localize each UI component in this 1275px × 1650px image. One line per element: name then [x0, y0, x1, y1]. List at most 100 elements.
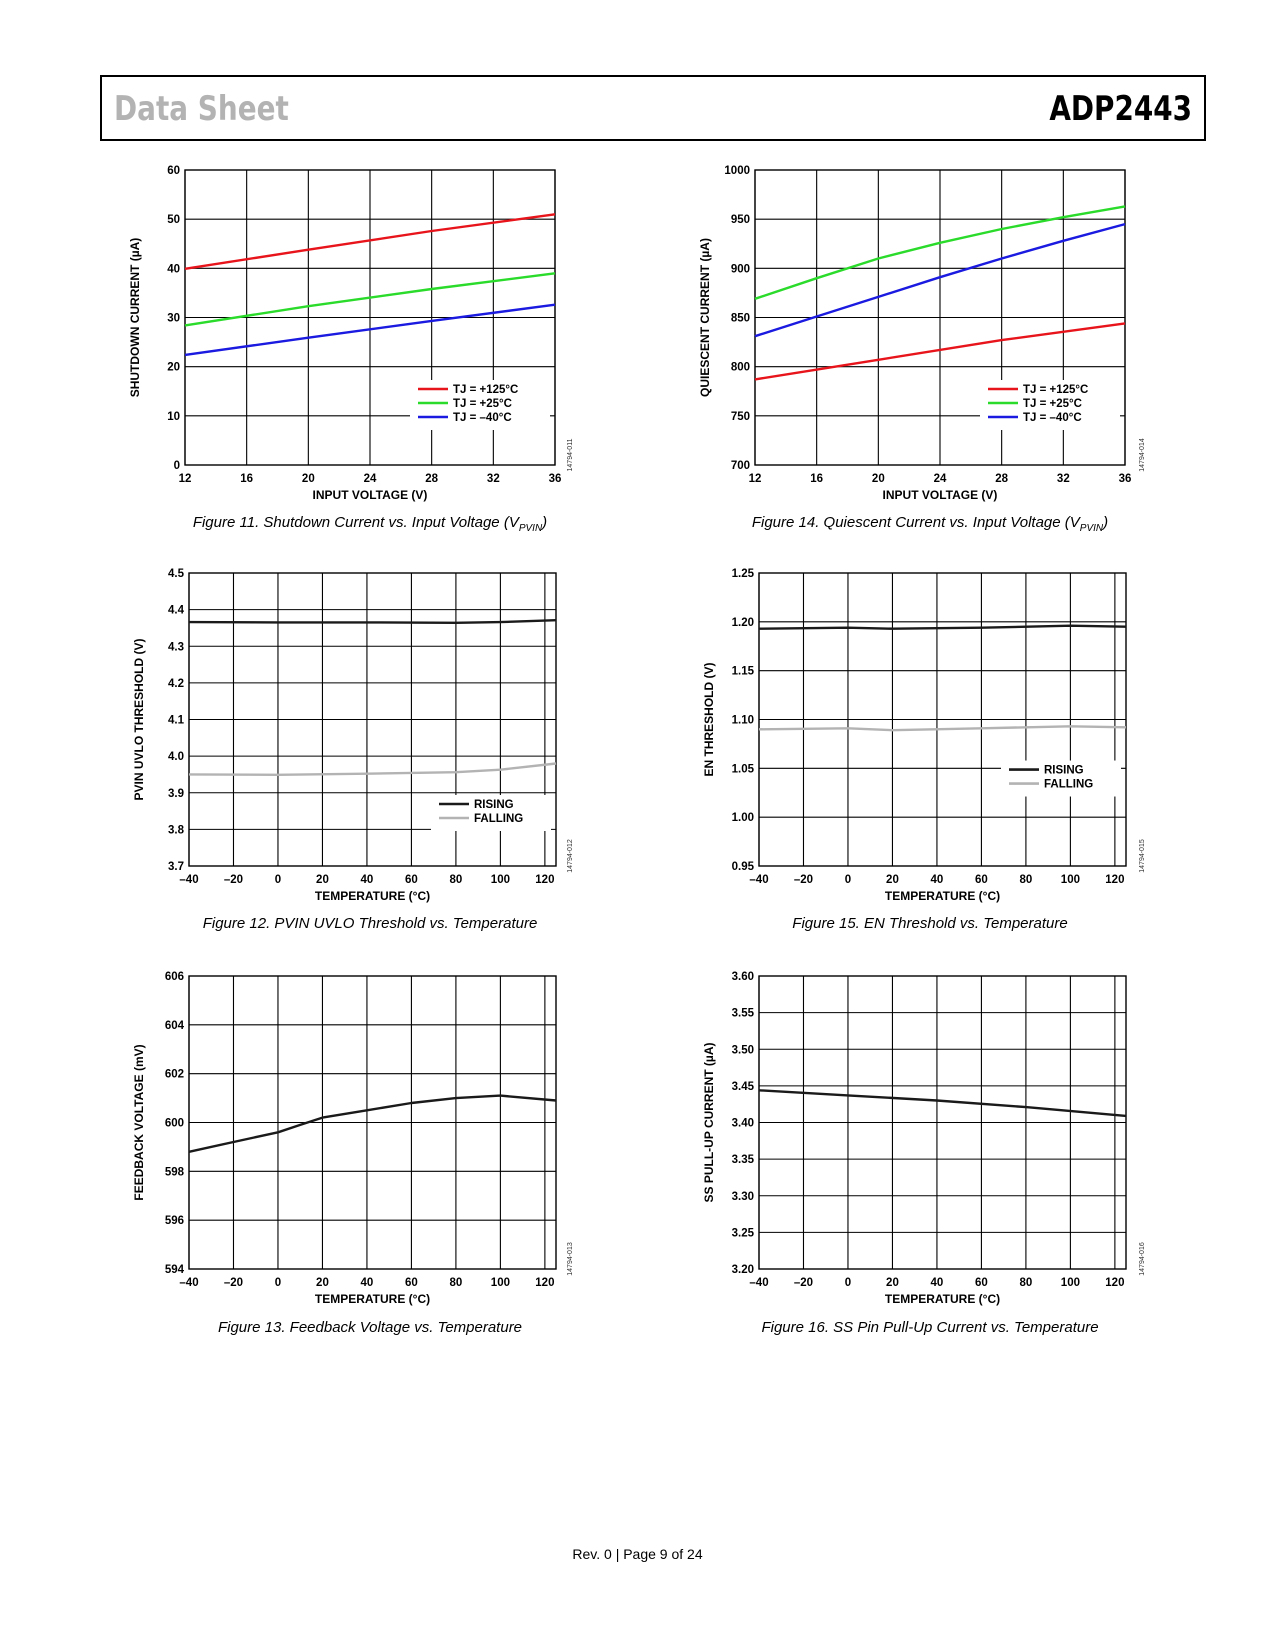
- legend-label: TJ = +125°C: [453, 384, 518, 396]
- y-tick-label: 600: [165, 1118, 184, 1130]
- caption-end: ): [542, 514, 548, 531]
- y-tick-label: 3.25: [732, 1227, 755, 1239]
- y-tick-label: 60: [167, 165, 180, 177]
- legend-label: TJ = –40°C: [1023, 412, 1082, 424]
- x-tick-label: 16: [810, 473, 823, 485]
- x-tick-label: 100: [491, 874, 510, 886]
- fig14-svg: 12 16 20 24 28 32 36 700 750 800 850 900 950 1000 INPU…: [698, 165, 1146, 502]
- x-tick-label: –20: [224, 1277, 243, 1289]
- x-tick-label: 60: [405, 1277, 418, 1289]
- x-tick-label: 40: [931, 1277, 944, 1289]
- legend-label: RISING: [474, 799, 514, 811]
- legend-label: TJ = +125°C: [1023, 384, 1088, 396]
- plot-frame: [188, 572, 557, 867]
- y-tick-label: 3.35: [732, 1154, 755, 1166]
- x-tick-label: 20: [886, 874, 899, 886]
- y-tick-label: 1000: [724, 165, 750, 177]
- fig12-svg: –40 –20 0 20 40 60 80 100 120 3.7 3.8 3.9 4.0 4.1 4.2 4…: [132, 568, 574, 903]
- fig13-chart: –40 –20 0 20 40 60 80 100 120 594 596 598 600 602 604 6…: [119, 966, 596, 1314]
- fig13-caption: Figure 13. Feedback Voltage vs. Temperat…: [110, 1319, 630, 1336]
- figure-code: 14794-016: [1139, 1242, 1146, 1276]
- x-tick-label: 40: [931, 874, 944, 886]
- x-tick-label: –40: [749, 874, 768, 886]
- series-group: [184, 213, 556, 357]
- x-tick-label: 36: [549, 473, 562, 485]
- fig14-chart: 12 16 20 24 28 32 36 700 750 800 850 900 950 1000 INPU…: [685, 160, 1165, 510]
- fig11-svg: 12 16 20 24 28 32 36 0 10 20 30 40 50 60 INPUT VOLTAGE…: [128, 165, 574, 502]
- plot-frame: [184, 169, 556, 466]
- y-tick-label: 3.20: [732, 1264, 754, 1276]
- x-tick-label: 80: [450, 1277, 463, 1289]
- y-tick-label: 3.50: [732, 1044, 754, 1056]
- y-tick-label: 606: [165, 971, 184, 983]
- fig12-caption: Figure 12. PVIN UVLO Threshold vs. Tempe…: [110, 915, 630, 932]
- legend-label: FALLING: [1044, 779, 1093, 791]
- legend-label: TJ = –40°C: [453, 412, 512, 424]
- x-tick-label: 0: [845, 1277, 851, 1289]
- y-tick-label: 596: [165, 1215, 184, 1227]
- x-tick-label: 32: [487, 473, 500, 485]
- x-tick-label: 80: [1020, 874, 1033, 886]
- x-tick-label: 120: [1105, 1277, 1124, 1289]
- y-tick-label: 850: [731, 313, 750, 325]
- y-tick-label: 1.15: [732, 666, 755, 678]
- fig15-svg: –40 –20 0 20 40 60 80 100 120 0.95 1.00 1.05 1.10 1.1…: [702, 568, 1146, 903]
- x-tick-label: 80: [1020, 1277, 1033, 1289]
- x-tick-label: 40: [361, 874, 374, 886]
- x-tick-label: 28: [995, 473, 1008, 485]
- x-tick-label: 20: [872, 473, 885, 485]
- caption-text: Figure 15. EN Threshold vs. Temperature: [792, 915, 1068, 932]
- figure-code: 14794-014: [1139, 438, 1146, 472]
- y-tick-label: 10: [167, 411, 180, 423]
- y-tick-label: 20: [167, 362, 180, 374]
- y-tick-label: 4.3: [168, 641, 184, 653]
- x-tick-label: 120: [535, 1277, 554, 1289]
- series-line-0: [758, 1089, 1127, 1118]
- figure-code: 14794-011: [567, 438, 574, 471]
- y-tick-label: 1.20: [732, 617, 754, 629]
- x-tick-label: 60: [975, 874, 988, 886]
- y-tick-label: 3.30: [732, 1191, 754, 1203]
- x-tick-label: –40: [179, 1277, 198, 1289]
- series-line-0: [188, 1094, 557, 1153]
- y-axis-label: SS PULL-UP CURRENT (µA): [702, 1042, 716, 1202]
- y-tick-label: 950: [731, 214, 750, 226]
- page-header: Data Sheet ADP2443: [100, 75, 1206, 141]
- y-axis-label: PVIN UVLO THRESHOLD (V): [132, 638, 146, 800]
- x-tick-label: –20: [794, 1277, 813, 1289]
- fig11-chart: 12 16 20 24 28 32 36 0 10 20 30 40 50 60 INPUT VOLTAGE…: [115, 160, 595, 510]
- fig16-chart: –40 –20 0 20 40 60 80 100 120 3.20 3.25 3.30 3.35 3.4…: [689, 966, 1166, 1314]
- caption-text: Figure 11. Shutdown Current vs. Input Vo…: [192, 514, 519, 531]
- x-tick-label: 24: [934, 473, 947, 485]
- x-tick-label: –40: [749, 1277, 768, 1289]
- y-tick-label: 0: [174, 460, 180, 472]
- x-tick-label: –20: [224, 874, 243, 886]
- series-group: [754, 205, 1126, 381]
- x-tick-label: 32: [1057, 473, 1070, 485]
- plot-frame: [758, 975, 1127, 1270]
- y-tick-label: 4.5: [168, 568, 185, 580]
- x-tick-label: 120: [535, 874, 554, 886]
- series-line-2: [754, 222, 1126, 338]
- y-tick-label: 3.60: [732, 971, 754, 983]
- legend: RISING FALLING: [431, 795, 551, 831]
- caption-text: Figure 12. PVIN UVLO Threshold vs. Tempe…: [202, 915, 538, 932]
- x-tick-label: 12: [749, 473, 762, 485]
- legend-label: TJ = +25°C: [1023, 398, 1082, 410]
- y-tick-label: 598: [165, 1166, 185, 1178]
- series-line-0: [184, 213, 556, 270]
- y-tick-label: 3.8: [168, 824, 185, 836]
- y-tick-label: 30: [167, 313, 180, 325]
- y-tick-label: 4.2: [168, 678, 184, 690]
- legend: RISING FALLING: [1001, 760, 1121, 797]
- y-tick-label: 1.05: [732, 763, 755, 775]
- fig12-chart: –40 –20 0 20 40 60 80 100 120 3.7 3.8 3.9 4.0 4.1 4.2 4…: [119, 563, 596, 911]
- caption-text: Figure 13. Feedback Voltage vs. Temperat…: [217, 1319, 523, 1336]
- y-tick-label: 50: [167, 214, 180, 226]
- series-line-1: [188, 762, 557, 776]
- y-tick-label: 602: [165, 1069, 184, 1081]
- fig16-caption: Figure 16. SS Pin Pull-Up Current vs. Te…: [670, 1319, 1190, 1336]
- series-line-1: [754, 205, 1126, 300]
- header-part-number: ADP2443: [1049, 89, 1192, 129]
- x-tick-label: 100: [491, 1277, 510, 1289]
